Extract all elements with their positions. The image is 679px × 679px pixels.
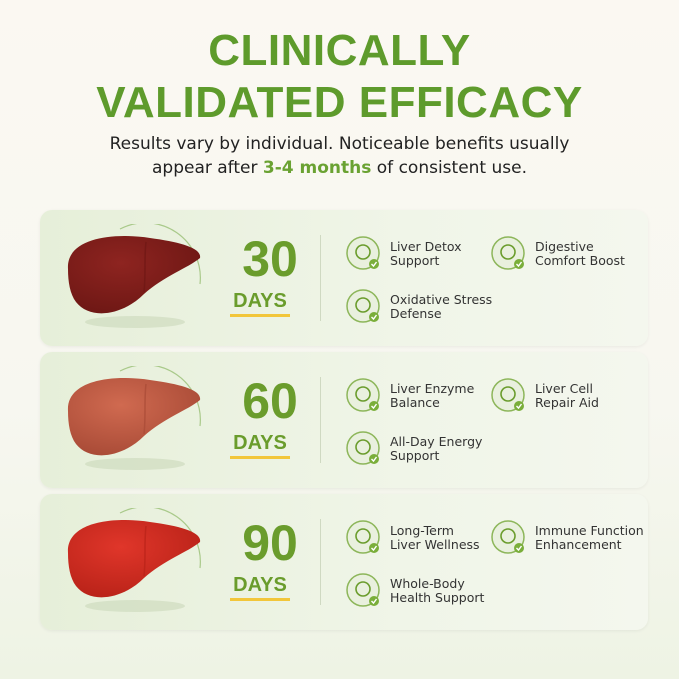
benefit-icon — [346, 378, 380, 412]
card: 30 DAYS Liver Detox Support Digestive Comfo… — [40, 210, 648, 346]
liver-illustration — [67, 508, 201, 612]
benefit-line: Whole-Body — [390, 576, 465, 591]
benefit-line: Digestive — [535, 239, 594, 254]
benefit-line: Liver Wellness — [390, 537, 480, 552]
benefit-icon — [491, 520, 525, 554]
card: 90 DAYS Long-Term Liver Wellness Immune Fu… — [40, 494, 648, 630]
subtitle-highlight: 3-4 months — [262, 158, 372, 178]
title-line: VALIDATED EFFICACY — [96, 78, 583, 127]
benefit-label: Immune Function Enhancement — [535, 524, 644, 552]
subtitle-text: of consistent use. — [371, 158, 527, 178]
day-unit: DAYS — [230, 574, 290, 601]
benefit-icon — [346, 520, 380, 554]
benefit-icon — [346, 431, 380, 465]
benefit-icon — [346, 289, 380, 323]
divider — [320, 377, 321, 463]
benefit-label: Liver Detox Support — [390, 240, 462, 268]
divider — [320, 235, 321, 321]
benefit-label: Oxidative Stress Defense — [390, 293, 492, 321]
day-number: 60 — [242, 373, 298, 429]
day-unit: DAYS — [230, 432, 290, 459]
benefit-line: Support — [390, 253, 440, 268]
benefit-line: Repair Aid — [535, 395, 599, 410]
day-unit: DAYS — [230, 290, 290, 317]
benefit-label: All-Day Energy Support — [390, 435, 482, 463]
card: 60 DAYS Liver Enzyme Balance Liver Cell Rep… — [40, 352, 648, 488]
benefit-icon — [491, 236, 525, 270]
liver-illustration — [67, 366, 201, 470]
benefit-line: Health Support — [390, 590, 485, 605]
benefit-line: Liver Enzyme — [390, 381, 475, 396]
benefit-label: Long-Term Liver Wellness — [390, 524, 480, 552]
benefit-label: Digestive Comfort Boost — [535, 240, 625, 268]
day-number: 30 — [242, 231, 298, 287]
benefit-line: Comfort Boost — [535, 253, 625, 268]
benefit-icon — [346, 236, 380, 270]
benefit-line: Defense — [390, 306, 442, 321]
day-number: 90 — [242, 515, 298, 571]
benefit-line: Liver Cell — [535, 381, 594, 396]
benefit-line: Liver Detox — [390, 239, 462, 254]
divider — [320, 519, 321, 605]
liver-illustration — [67, 224, 201, 328]
benefit-label: Liver Cell Repair Aid — [535, 382, 599, 410]
title-line: CLINICALLY — [208, 26, 471, 75]
benefit-line: Support — [390, 448, 440, 463]
subtitle: Results vary by individual. Noticeable b… — [80, 132, 599, 180]
benefit-line: Enhancement — [535, 537, 622, 552]
benefit-icon — [491, 378, 525, 412]
benefit-line: All-Day Energy — [390, 434, 483, 449]
benefit-line: Balance — [390, 395, 440, 410]
benefit-label: Whole-Body Health Support — [390, 577, 484, 605]
benefit-line: Immune Function — [535, 523, 644, 538]
benefit-line: Long-Term — [390, 523, 454, 538]
benefit-line: Oxidative Stress — [390, 292, 493, 307]
benefit-icon — [346, 573, 380, 607]
benefit-label: Liver Enzyme Balance — [390, 382, 474, 410]
subtitle-text: Results vary by individual. Noticeable b… — [109, 134, 570, 178]
